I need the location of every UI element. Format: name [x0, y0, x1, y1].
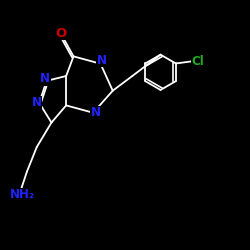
- Text: N: N: [40, 72, 50, 85]
- Text: NH₂: NH₂: [10, 188, 34, 201]
- Text: N: N: [32, 96, 42, 110]
- Text: O: O: [56, 26, 67, 40]
- Text: N: N: [97, 54, 107, 66]
- Text: Cl: Cl: [192, 54, 204, 68]
- Text: N: N: [90, 106, 101, 119]
